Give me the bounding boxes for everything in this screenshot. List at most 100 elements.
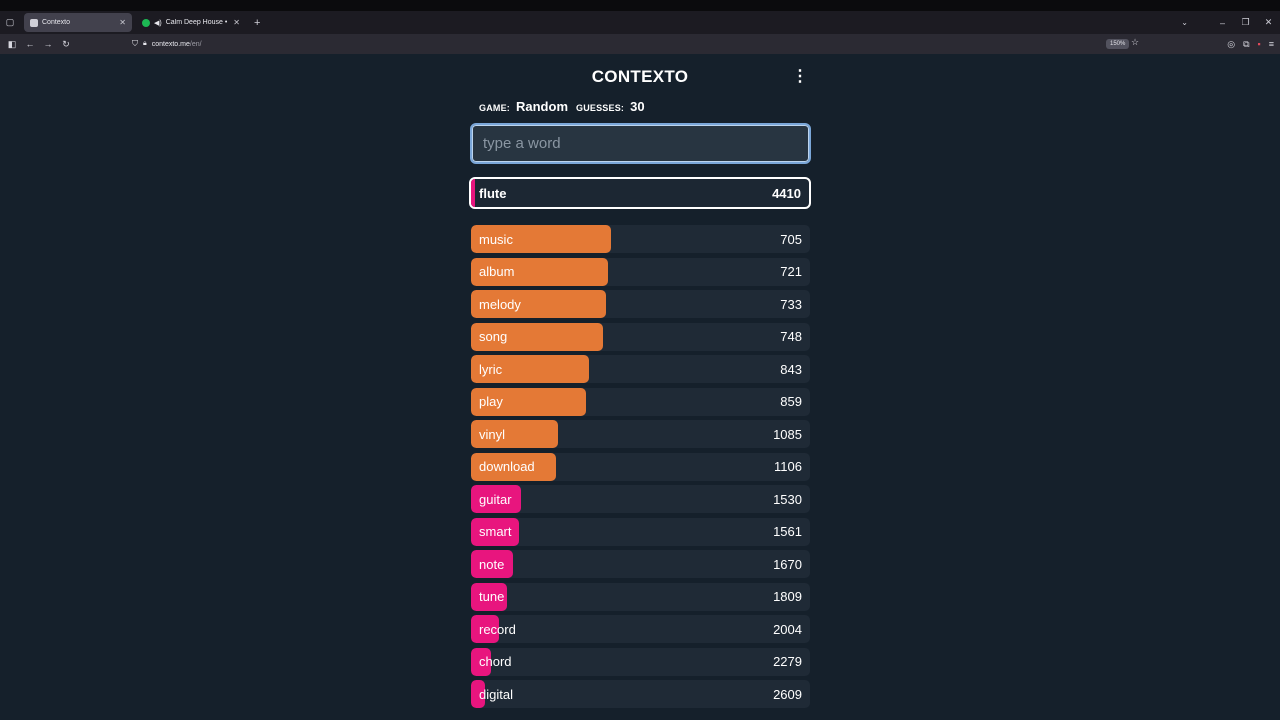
guess-word: record (479, 621, 516, 637)
guess-row: music 705 (471, 225, 810, 253)
guess-row: lyric 843 (471, 355, 810, 383)
tab-title: Contexto (42, 19, 71, 26)
guess-proximity-bar (471, 550, 514, 578)
guess-score: 2609 (773, 686, 802, 702)
guess-word: music (479, 231, 513, 247)
guess-proximity-bar (471, 647, 491, 676)
speaker-icon[interactable]: ◀) (154, 19, 162, 27)
last-guess-word: flute (479, 185, 507, 201)
guess-row: album 721 (471, 257, 810, 286)
addon-icon[interactable]: ▪ (1257, 39, 1261, 49)
guess-row: chord 2279 (471, 647, 810, 676)
new-tab-icon[interactable]: + (254, 16, 261, 29)
tab-contexto[interactable]: Contexto ✕ (24, 13, 132, 32)
guess-word: vinyl (479, 426, 506, 442)
guess-word: chord (479, 654, 512, 669)
guess-row: digital 2609 (471, 680, 810, 708)
guess-row: note 1670 (471, 550, 810, 578)
back-icon[interactable]: ← (25, 39, 35, 49)
guess-row: guitar 1530 (471, 485, 810, 513)
close-tab-icon[interactable]: ✕ (119, 18, 126, 27)
extensions-icon[interactable]: ⧉ (1243, 38, 1250, 49)
shield-icon[interactable]: ⛉ (132, 39, 138, 48)
tab-bar: ▢ Contexto ✕ ◀) Calm Deep House • Royalt… (0, 11, 1280, 34)
guess-word: melody (479, 296, 521, 312)
guess-score: 733 (780, 296, 802, 312)
reload-icon[interactable]: ↻ (62, 38, 70, 49)
guess-score: 1809 (773, 589, 802, 604)
guess-score: 721 (780, 264, 802, 279)
spotify-favicon-icon (142, 18, 150, 27)
page-title: CONTEXTO (591, 67, 689, 86)
guess-row: download 1106 (471, 452, 810, 481)
forward-icon[interactable]: → (43, 39, 53, 49)
guess-row: vinyl 1085 (471, 420, 810, 448)
minimize-icon[interactable]: – (1219, 17, 1225, 28)
window-top-strip (0, 0, 1280, 11)
close-window-icon[interactable]: ✕ (1264, 17, 1273, 27)
guess-proximity-bar (471, 290, 606, 318)
url-text: contexto.me/en/ (151, 40, 202, 48)
game-info: GAME: Random GUESSES: 30 (479, 99, 647, 114)
guess-proximity-bar (471, 225, 611, 253)
guesses-count: 30 (630, 99, 645, 114)
guess-proximity-bar (471, 355, 589, 383)
guess-word: song (479, 329, 508, 344)
sidebar-icon[interactable]: ◧ (7, 38, 17, 49)
guess-row: tune 1809 (471, 582, 810, 611)
guess-row: play 859 (471, 387, 810, 416)
guess-score: 1085 (773, 426, 802, 442)
last-guess-bar (471, 179, 475, 207)
game-mode-value: Random (516, 99, 568, 114)
guess-score: 1106 (774, 459, 802, 474)
guess-proximity-bar (471, 517, 520, 546)
guess-proximity-bar (471, 322, 604, 351)
guess-list: music 705 album 721 melody 733 song 748 lyric 843… (471, 225, 810, 713)
guess-proximity-bar (471, 582, 507, 611)
last-guess-score: 4410 (772, 185, 801, 201)
guess-word: smart (479, 524, 512, 539)
guess-score: 1670 (773, 556, 802, 572)
hamburger-menu-icon[interactable]: ≡ (1268, 39, 1274, 49)
restore-icon[interactable]: ❐ (1241, 17, 1250, 27)
tab-groups-icon[interactable]: ▢ (5, 17, 15, 27)
guess-proximity-bar (471, 387, 587, 416)
last-guess-row: flute 4410 (469, 177, 811, 209)
guess-proximity-bar (471, 615, 500, 643)
guess-word: download (479, 459, 535, 474)
account-icon[interactable]: ◎ (1227, 38, 1236, 49)
guesses-label: GUESSES: (576, 103, 625, 113)
guess-word: play (479, 394, 503, 409)
lock-icon[interactable]: 🔒︎ (143, 40, 147, 47)
zoom-badge[interactable]: 150% (1106, 39, 1130, 49)
guess-word: guitar (479, 491, 512, 507)
guess-row: record 2004 (471, 615, 810, 643)
guess-proximity-bar (471, 485, 522, 513)
guess-row: smart 1561 (471, 517, 810, 546)
guess-proximity-bar (471, 420, 559, 448)
guess-score: 843 (780, 361, 802, 377)
navigation-bar: ◧ ← → ↻ ⛉ 🔒︎ contexto.me/en/ 150% ☆ ◎ ⧉ … (0, 34, 1280, 54)
chevron-down-icon[interactable]: ⌄ (1181, 18, 1188, 27)
guess-proximity-bar (471, 452, 557, 481)
guess-proximity-bar (471, 257, 609, 286)
guess-word: tune (479, 589, 505, 604)
guess-word: lyric (479, 361, 503, 377)
guess-score: 859 (780, 394, 802, 409)
guess-word: album (479, 264, 515, 279)
contexto-favicon-icon (30, 18, 38, 27)
guess-score: 705 (780, 231, 802, 247)
guess-proximity-bar (471, 680, 485, 708)
url-bar[interactable]: ⛉ 🔒︎ contexto.me/en/ (132, 36, 1150, 52)
game-label: GAME: (479, 103, 510, 113)
guess-score: 2279 (773, 654, 802, 669)
guess-row: melody 733 (471, 290, 810, 318)
tab-music[interactable]: ◀) Calm Deep House • Royalty ✕ (136, 13, 246, 32)
word-input[interactable] (470, 123, 811, 164)
kebab-menu-icon[interactable]: ⋮ (792, 68, 808, 85)
close-tab-icon[interactable]: ✕ (233, 18, 240, 27)
guess-score: 1530 (773, 491, 802, 507)
guess-score: 2004 (773, 621, 802, 637)
bookmark-star-icon[interactable]: ☆ (1131, 37, 1140, 47)
guess-word: digital (479, 686, 513, 702)
